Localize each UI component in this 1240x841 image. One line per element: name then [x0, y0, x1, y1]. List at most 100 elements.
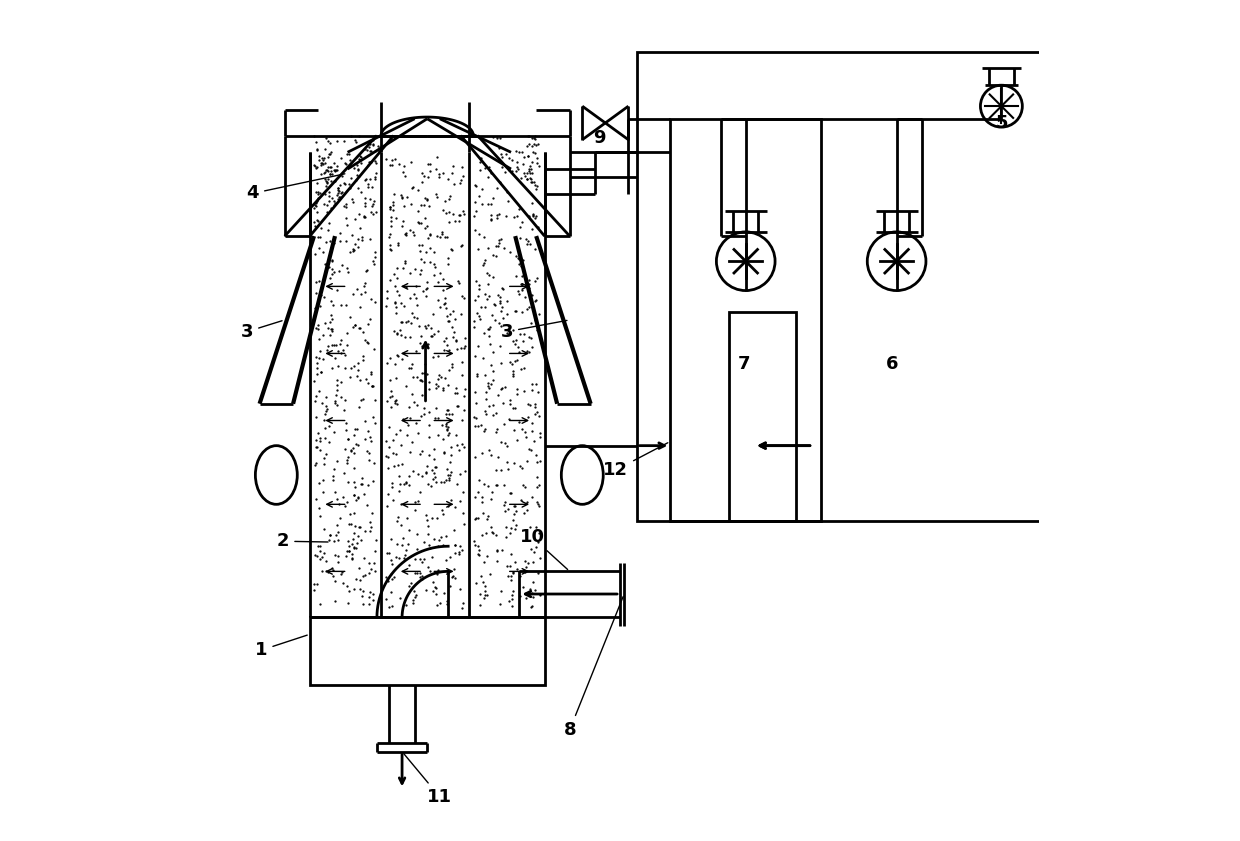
Point — [389, 551, 409, 564]
Point — [368, 144, 388, 157]
Point — [496, 455, 516, 468]
Point — [382, 557, 402, 570]
Point — [310, 540, 330, 553]
Point — [423, 584, 443, 598]
Point — [448, 343, 467, 357]
Point — [486, 426, 506, 439]
Point — [423, 350, 443, 363]
Point — [522, 132, 542, 145]
Point — [486, 544, 506, 558]
Point — [382, 158, 402, 172]
Point — [335, 177, 355, 191]
Point — [510, 220, 529, 234]
Point — [358, 318, 378, 331]
Point — [363, 254, 383, 267]
Point — [371, 145, 391, 158]
Point — [443, 304, 463, 318]
Point — [481, 358, 501, 372]
Point — [490, 294, 510, 308]
Point — [510, 288, 529, 301]
Point — [393, 191, 413, 204]
Point — [363, 129, 383, 142]
Point — [327, 454, 347, 468]
Point — [322, 561, 342, 574]
Point — [521, 331, 541, 344]
Point — [512, 283, 532, 297]
Point — [305, 577, 325, 590]
Point — [470, 227, 490, 241]
Point — [352, 477, 372, 490]
Point — [387, 550, 407, 563]
Point — [381, 210, 401, 224]
Point — [521, 162, 541, 176]
Point — [449, 214, 469, 227]
Point — [525, 129, 544, 142]
Point — [311, 564, 331, 578]
Point — [392, 497, 412, 510]
Point — [387, 349, 407, 362]
Point — [308, 144, 327, 157]
Point — [453, 596, 472, 610]
Point — [501, 547, 521, 561]
Point — [427, 230, 446, 243]
Point — [324, 265, 343, 278]
Point — [527, 470, 547, 484]
Point — [466, 411, 486, 425]
Point — [378, 451, 398, 464]
Point — [362, 379, 382, 393]
Point — [423, 463, 443, 477]
Point — [433, 166, 453, 179]
Point — [342, 242, 362, 256]
Point — [516, 560, 536, 574]
Point — [424, 268, 444, 282]
Point — [399, 478, 419, 491]
Point — [339, 476, 358, 489]
Point — [382, 532, 402, 546]
Point — [528, 497, 548, 510]
Point — [379, 352, 399, 365]
Point — [404, 394, 424, 408]
Point — [481, 492, 501, 505]
Point — [361, 367, 381, 380]
Point — [305, 198, 325, 212]
Point — [479, 323, 498, 336]
Point — [471, 569, 491, 583]
Point — [522, 341, 542, 354]
Point — [326, 164, 346, 177]
Point — [351, 521, 371, 534]
Point — [516, 169, 536, 182]
Point — [520, 162, 539, 176]
Point — [517, 237, 537, 251]
Point — [472, 351, 492, 364]
Point — [501, 393, 521, 406]
Point — [489, 207, 508, 220]
Point — [474, 555, 494, 569]
Point — [434, 432, 454, 446]
Point — [472, 506, 492, 520]
Point — [407, 370, 427, 383]
Point — [491, 147, 511, 161]
Point — [363, 193, 383, 207]
Point — [402, 316, 422, 330]
Point — [357, 144, 377, 157]
Point — [308, 440, 327, 453]
Point — [305, 458, 325, 471]
Point — [491, 319, 511, 332]
Point — [518, 282, 538, 295]
Point — [441, 441, 461, 454]
Point — [319, 147, 339, 161]
Point — [498, 502, 518, 516]
Point — [475, 300, 495, 314]
Point — [506, 269, 526, 283]
Point — [382, 153, 402, 167]
Point — [505, 522, 525, 536]
Point — [412, 389, 432, 402]
Point — [308, 577, 327, 590]
Point — [487, 209, 507, 222]
Point — [360, 556, 379, 569]
Point — [419, 383, 439, 396]
Point — [397, 228, 417, 241]
Point — [412, 175, 432, 188]
Point — [363, 198, 383, 211]
Point — [310, 476, 330, 489]
